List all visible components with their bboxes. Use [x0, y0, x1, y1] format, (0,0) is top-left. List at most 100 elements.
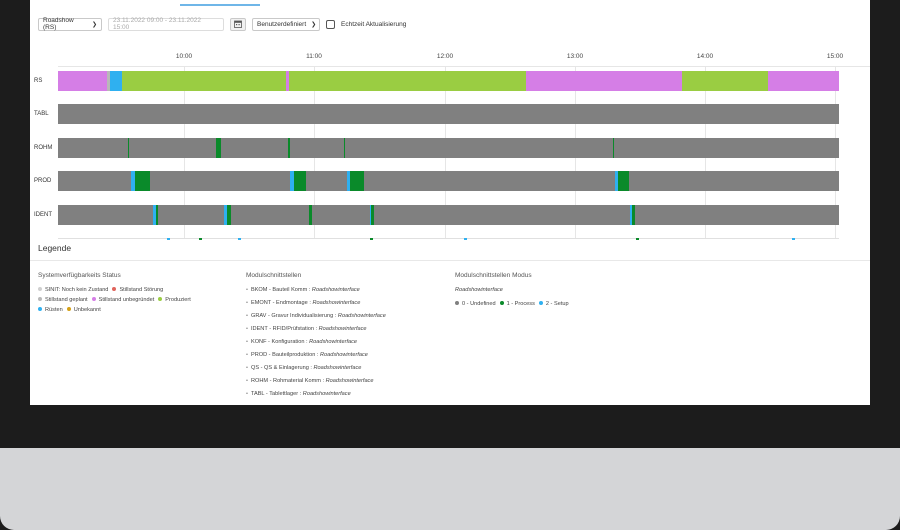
timeline-segment[interactable] [122, 71, 287, 91]
row-label-rohm: ROHM [34, 145, 53, 151]
timeline-segment[interactable] [350, 171, 365, 191]
time-tick-label: 15:00 [826, 53, 844, 60]
timeline-segment[interactable] [525, 71, 682, 91]
interface-item: • IDENT - RFID/Prüfstation : Roadshowinte… [246, 326, 367, 332]
timeline-segment[interactable] [767, 71, 839, 91]
timeline-segment[interactable] [107, 71, 111, 91]
interface-item: • TABL - Tablettlager : Roadshowinterface [246, 391, 351, 397]
timeline-segment[interactable] [293, 171, 306, 191]
timeline-bar-rohm[interactable] [58, 138, 839, 158]
station-select[interactable]: Roadshow (RS) ❯ [38, 17, 102, 31]
legend-mode-item: 0 - Undefined [455, 301, 496, 307]
timeline-segment[interactable] [617, 171, 629, 191]
timeline-marker [635, 238, 639, 240]
interface-item: • GRAV - Gravur Individualisierung : Road… [246, 313, 386, 319]
legend-modes-subheading: Roadshowinterface [455, 287, 503, 293]
timeline-segment[interactable] [614, 171, 618, 191]
legend-status-item: Unbekannt [66, 307, 101, 313]
legend-status-item: Stillstand geplant [38, 297, 88, 303]
date-range-value: 23.11.2022 09:00 - 23.11.2022 15:00 [113, 17, 201, 31]
status-dot-icon [158, 297, 163, 301]
status-dot-icon [91, 297, 96, 301]
period-select[interactable]: Benutzerdefiniert ❯ [252, 17, 320, 31]
timeline-segment[interactable] [215, 138, 222, 158]
timeline-segment[interactable] [289, 71, 526, 91]
timeline-marker [198, 238, 202, 240]
row-label-ident: IDENT [34, 212, 52, 218]
timeline-segment[interactable] [153, 205, 156, 225]
status-dot-icon [38, 297, 42, 301]
timeline-segment[interactable] [134, 171, 151, 191]
timeline-segment[interactable] [371, 205, 375, 225]
legend-status-item: Produziert [158, 297, 191, 303]
timeline-segment[interactable] [612, 138, 615, 158]
legend-title: Legende [38, 243, 72, 253]
time-tick-label: 12:00 [436, 53, 454, 60]
device-frame-bezel [0, 448, 900, 530]
filter-toolbar: Roadshow (RS) ❯ 23.11.2022 09:00 - 23.11… [38, 17, 406, 31]
timeline-marker [464, 238, 468, 240]
app-screen: Roadshow (RS) ❯ 23.11.2022 09:00 - 23.11… [30, 0, 870, 405]
calendar-button[interactable] [230, 17, 246, 31]
chevron-down-icon: ❯ [311, 21, 317, 28]
legend-status-column: Systemverfügbarkeits Status SINIT: Noch … [38, 272, 238, 317]
timeline-segment[interactable] [346, 171, 351, 191]
time-tick-label: 11:00 [306, 53, 322, 60]
timeline-bar-prod[interactable] [58, 171, 839, 191]
timeline-segment[interactable] [308, 205, 312, 225]
timeline-segment[interactable] [632, 205, 636, 225]
row-label-tabl: TABL [34, 111, 49, 117]
timeline-segment[interactable] [127, 138, 130, 158]
row-label-prod: PROD [34, 178, 52, 184]
timeline-bar-ident[interactable] [58, 205, 839, 225]
legend-status-item: Stillstand Störung [112, 287, 163, 293]
timeline-segment[interactable] [682, 71, 768, 91]
interface-item: • BKOM - Bauteil Komm : Roadshowinterface [246, 287, 360, 293]
legend-modes-column: Modulschnittstellen Modus Roadshowinterf… [455, 272, 675, 311]
timeline-segment[interactable] [289, 171, 294, 191]
legend-mode-item: 1 - Process [499, 301, 535, 307]
mode-dot-icon [499, 301, 504, 305]
time-tick-label: 13:00 [566, 53, 584, 60]
legend-interfaces-column: Modulschnittstellen • BKOM - Bauteil Komm… [246, 272, 446, 404]
timeline-segment[interactable] [286, 71, 290, 91]
active-tab-indicator [180, 4, 260, 6]
legend-modes-heading: Modulschnittstellen Modus [455, 272, 532, 279]
timeline-marker [792, 238, 796, 240]
timeline-marker [237, 238, 241, 240]
interface-item: • QS - QS & Einlagerung : Roadshowinterfa… [246, 365, 362, 371]
legend-status-item: SINIT: Noch kein Zustand [38, 287, 108, 293]
realtime-checkbox[interactable] [326, 19, 335, 29]
mode-dot-icon [455, 301, 459, 305]
timeline-segment[interactable] [288, 138, 290, 158]
station-select-value: Roadshow (RS) [43, 17, 74, 31]
timeline-segment[interactable] [226, 205, 231, 225]
timeline-segment[interactable] [369, 205, 372, 225]
realtime-label: Echtzeit Aktualisierung [341, 20, 407, 28]
status-dot-icon [38, 307, 42, 311]
timeline-bar-rs[interactable] [58, 71, 839, 91]
timeline-segment[interactable] [131, 171, 135, 191]
time-tick-label: 10:00 [175, 53, 193, 60]
legend-divider [30, 260, 870, 261]
timeline-segment[interactable] [58, 71, 108, 91]
legend-interfaces-heading: Modulschnittstellen [246, 272, 302, 279]
chevron-down-icon: ❯ [91, 21, 97, 28]
timeline-baseline [58, 238, 839, 239]
interface-item: • ROHM - Rohmaterial Komm : Roadshowinter… [246, 378, 374, 384]
legend-status-item: Rüsten [38, 307, 63, 313]
timeline-segment[interactable] [155, 205, 158, 225]
timeline-segment[interactable] [343, 138, 346, 158]
mode-dot-icon [538, 301, 543, 305]
timeline-segment[interactable] [224, 205, 227, 225]
date-range-input[interactable]: 23.11.2022 09:00 - 23.11.2022 15:00 [108, 17, 224, 31]
legend-status-heading: Systemverfügbarkeits Status [38, 272, 121, 279]
status-dot-icon [38, 287, 42, 291]
status-dot-icon [66, 307, 71, 311]
time-tick-label: 14:00 [696, 53, 714, 60]
timeline-segment[interactable] [629, 205, 633, 225]
timeline-bar-tabl[interactable] [58, 104, 839, 124]
timeline-segment[interactable] [110, 71, 123, 91]
legend-mode-item: 2 - Setup [538, 301, 569, 307]
timeline-top-rule [58, 66, 870, 67]
